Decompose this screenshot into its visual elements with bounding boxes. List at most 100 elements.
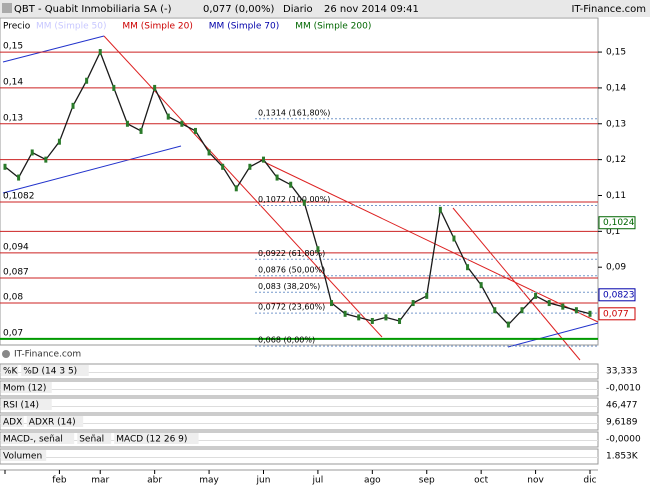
price-point bbox=[112, 84, 116, 91]
indicator-label-bg bbox=[1, 450, 47, 461]
price-point bbox=[125, 120, 129, 127]
trend-line bbox=[452, 207, 581, 361]
price-point bbox=[425, 292, 429, 299]
period: Diario bbox=[283, 4, 313, 15]
level-label: 0,14 bbox=[3, 77, 23, 87]
trend-line bbox=[259, 159, 599, 323]
legend-entry: MM (Simple 70) bbox=[209, 22, 279, 32]
chart-title: QBT - Quabit Inmobiliaria SA (-) bbox=[14, 4, 172, 15]
price-point bbox=[384, 314, 388, 321]
x-tick-label: jun bbox=[256, 476, 271, 486]
price-point bbox=[3, 163, 7, 170]
price-point bbox=[398, 317, 402, 324]
indicator-value: 9,6189 bbox=[606, 418, 638, 428]
price-point bbox=[506, 321, 510, 328]
indicator-label-bg bbox=[1, 399, 52, 410]
level-label: 0,087 bbox=[3, 267, 29, 277]
indicator-label: %D (14 3 5) bbox=[23, 367, 77, 377]
x-tick-label: sep bbox=[419, 476, 435, 486]
x-tick-label: abr bbox=[147, 476, 162, 486]
watermark-icon bbox=[2, 350, 10, 358]
legend-entry: MM (Simple 20) bbox=[122, 22, 192, 32]
price-line bbox=[4, 50, 591, 326]
watermark: IT-Finance.com bbox=[14, 350, 81, 360]
x-tick-label: oct bbox=[474, 476, 488, 486]
price-point bbox=[438, 206, 442, 213]
price-point bbox=[221, 163, 225, 170]
x-tick-label: ago bbox=[364, 476, 381, 486]
y-tick-label: 0,15 bbox=[606, 48, 626, 58]
price-point bbox=[234, 185, 238, 192]
icon bbox=[2, 3, 12, 13]
fib-label: 0,1314 (161,80%) bbox=[258, 108, 330, 117]
indicator-value: 33,333 bbox=[606, 367, 638, 377]
price-point bbox=[71, 102, 75, 109]
price-point bbox=[248, 163, 252, 170]
price-point bbox=[207, 149, 211, 156]
price-point bbox=[275, 174, 279, 181]
indicator-label: MACD-, señal bbox=[3, 435, 63, 445]
x-tick-label: nov bbox=[527, 476, 544, 486]
indicator-label: ADXR (14) bbox=[29, 418, 76, 428]
indicator-label: %K bbox=[3, 367, 19, 377]
indicator-label: Mom (12) bbox=[3, 384, 46, 394]
plot-frame bbox=[0, 17, 599, 346]
indicator-label-bg bbox=[1, 416, 24, 427]
x-tick-label: mar bbox=[91, 476, 109, 486]
indicator-label-bg bbox=[1, 433, 75, 444]
trend-lines bbox=[2, 35, 599, 361]
price-point bbox=[411, 300, 415, 307]
price-point bbox=[153, 84, 157, 91]
x-tick-label: feb bbox=[52, 476, 67, 486]
price-point bbox=[85, 77, 89, 84]
level-label: 0,07 bbox=[3, 328, 23, 338]
price-point bbox=[534, 292, 538, 299]
price-point bbox=[17, 174, 21, 181]
fib-label: 0,0922 (61,80%) bbox=[258, 249, 325, 258]
legend-entry: Precio bbox=[3, 22, 31, 32]
indicator-label-bg bbox=[21, 365, 89, 376]
legend-entry: MM (Simple 200) bbox=[295, 22, 371, 32]
level-label: 0,13 bbox=[3, 113, 23, 123]
indicator-panel bbox=[0, 414, 599, 431]
indicator-panel bbox=[0, 448, 599, 465]
price-point bbox=[180, 120, 184, 127]
indicator-value: 1.853K bbox=[606, 452, 639, 462]
price-point bbox=[357, 314, 361, 321]
indicator-panel bbox=[0, 397, 599, 414]
indicator-label-bg bbox=[114, 433, 199, 444]
price-point bbox=[479, 282, 483, 289]
fib-label: 0,1072 (100,00%) bbox=[258, 195, 330, 204]
price-point bbox=[452, 235, 456, 242]
price-point bbox=[98, 49, 102, 56]
fib-label: 0,0876 (50,00%) bbox=[258, 265, 325, 274]
price-point bbox=[139, 127, 143, 134]
indicator-value: 46,477 bbox=[606, 401, 638, 411]
price-point bbox=[57, 138, 61, 145]
indicator-label: MACD (12 26 9) bbox=[116, 435, 187, 445]
indicator-panel bbox=[0, 363, 599, 380]
y-tick-label: 0,09 bbox=[606, 263, 626, 273]
price-tag bbox=[598, 307, 636, 321]
price-tag bbox=[598, 288, 636, 302]
price-point bbox=[166, 113, 170, 120]
fib-label: 0,083 (38,20%) bbox=[258, 282, 320, 291]
trend-line bbox=[103, 35, 383, 338]
y-tick-label: 0,14 bbox=[606, 83, 626, 93]
price-point bbox=[316, 246, 320, 253]
price-point bbox=[44, 156, 48, 163]
x-tick-label: jul bbox=[312, 476, 324, 486]
indicator-label: Señal bbox=[79, 435, 104, 445]
indicator-label-bg bbox=[77, 433, 112, 444]
channel-line bbox=[2, 145, 182, 194]
price-point bbox=[302, 199, 306, 206]
price-tag-label: 0,0823 bbox=[603, 290, 635, 300]
price-point bbox=[588, 310, 592, 317]
level-label: 0,15 bbox=[3, 42, 23, 52]
indicator-value: -0,0000 bbox=[606, 435, 641, 445]
y-tick-label: 0,11 bbox=[606, 191, 626, 201]
price-point bbox=[561, 303, 565, 310]
indicator-label-bg bbox=[1, 382, 52, 393]
y-tick-label: 0,12 bbox=[606, 155, 626, 165]
